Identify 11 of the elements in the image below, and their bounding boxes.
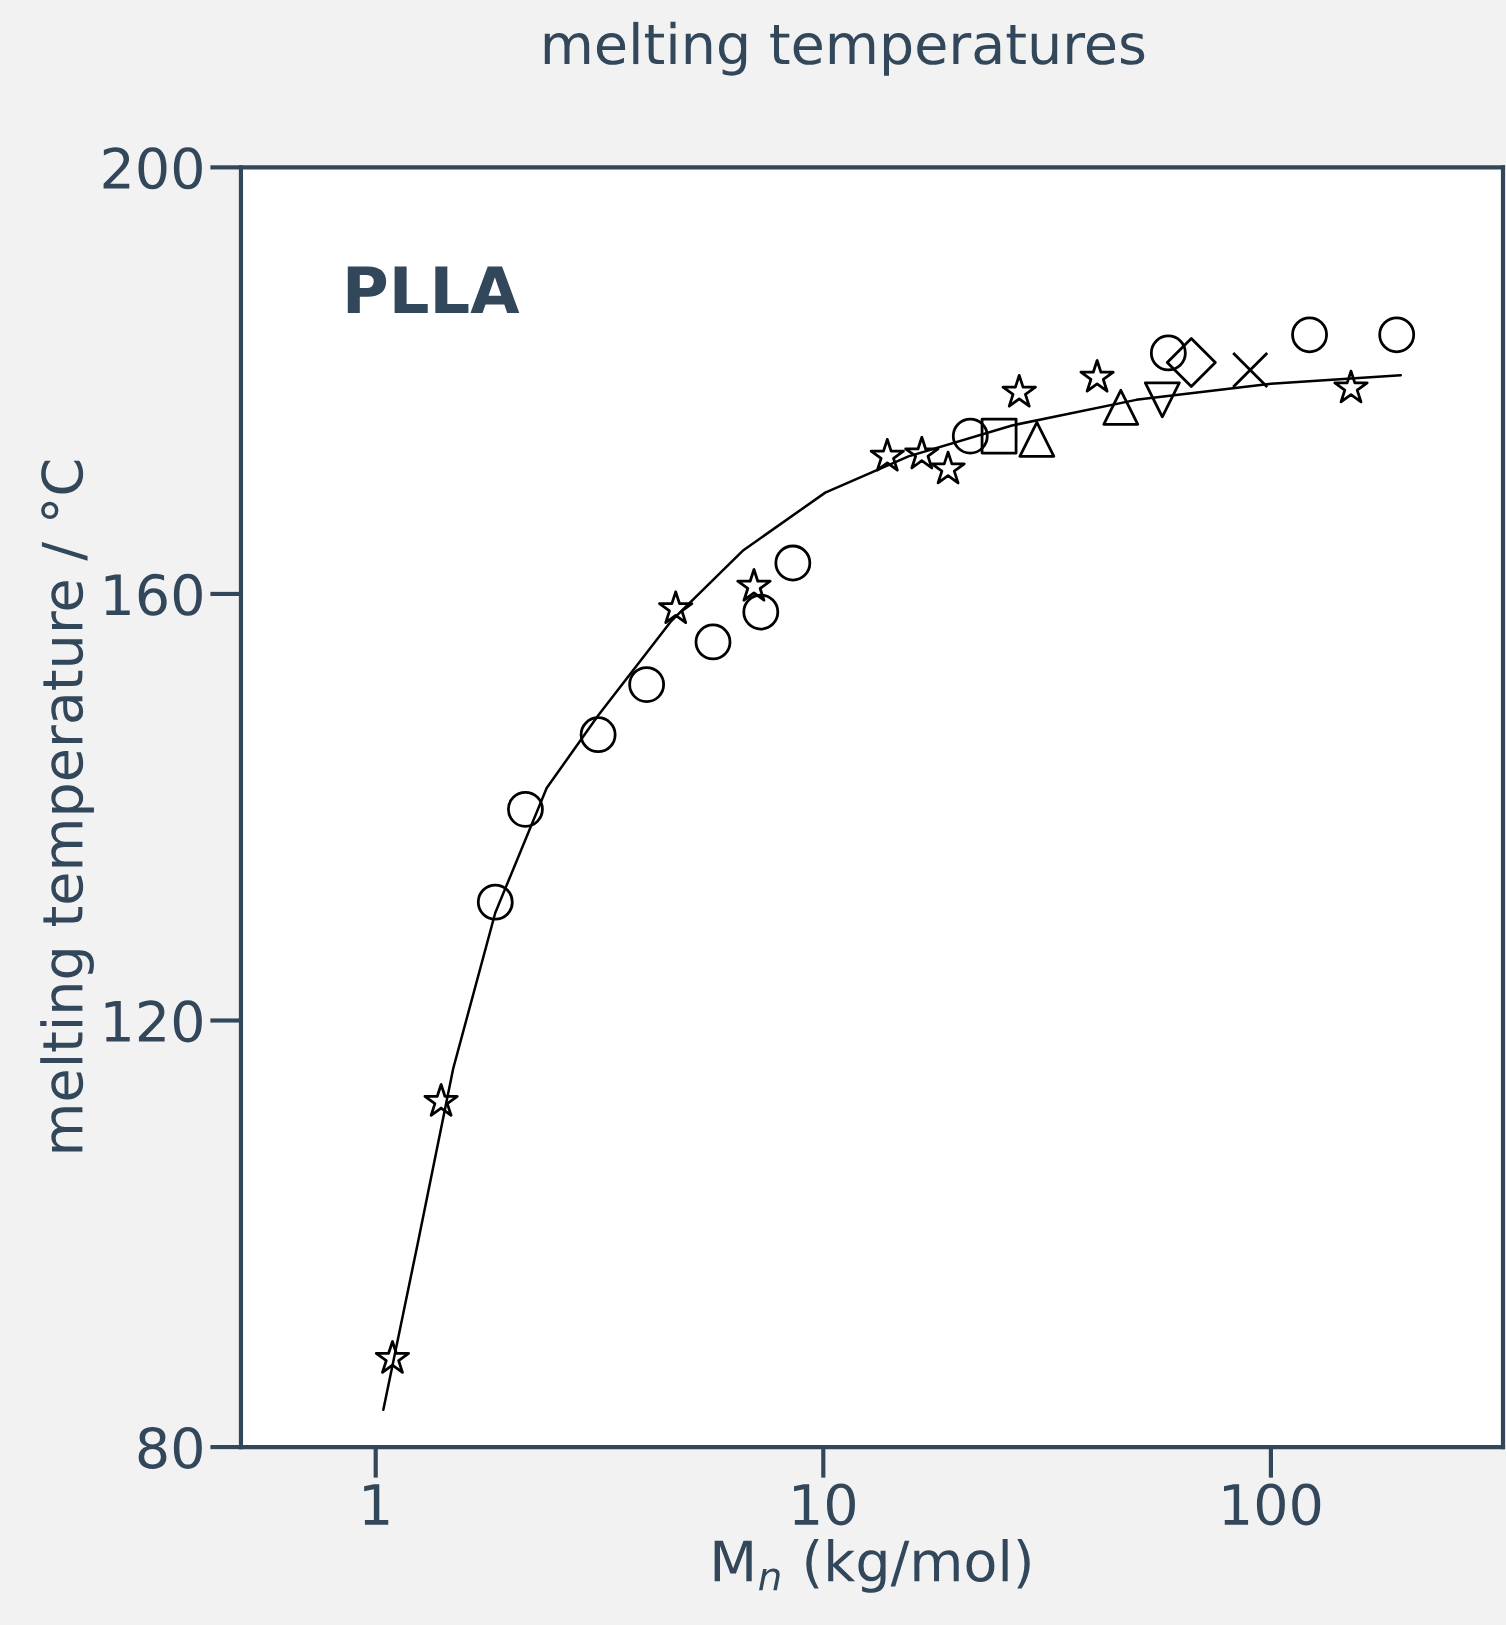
x-axis-title: M$_{n}$ (kg/mol) <box>714 1539 1030 1593</box>
y-tick-label: 160 <box>105 573 202 616</box>
x-tick-label: 1 <box>364 1484 389 1525</box>
y-tick-label: 120 <box>105 1000 202 1043</box>
chart-title: melting temperatures <box>544 21 1145 76</box>
y-tick-label: 80 <box>138 1426 202 1469</box>
x-tick-label: 10 <box>794 1483 855 1526</box>
y-axis-title: melting temperature / °C <box>40 460 94 1152</box>
annotation: PLLA <box>347 266 520 313</box>
y-tick-label: 200 <box>103 147 202 190</box>
x-tick-label: 100 <box>1223 1483 1321 1526</box>
